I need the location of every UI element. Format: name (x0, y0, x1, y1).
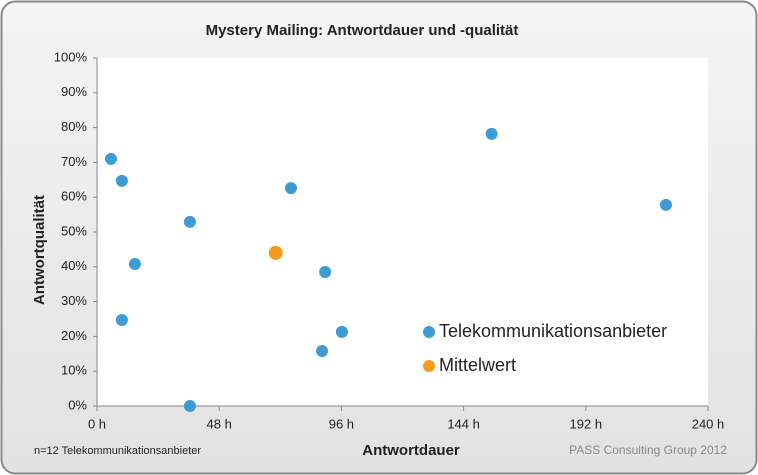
y-axis-title: Antwortqualität (31, 195, 48, 305)
data-point (183, 400, 196, 412)
data-point (115, 174, 128, 187)
data-point (335, 325, 348, 338)
legend-label: Telekommunikationsanbieter (439, 321, 667, 341)
y-tick-label: 100% (54, 49, 88, 64)
y-tick-label: 50% (61, 223, 87, 238)
footnote: n=12 Telekommunikationsanbieter (34, 445, 201, 457)
legend-marker (423, 360, 435, 372)
y-tick-label: 80% (61, 119, 87, 134)
data-point (485, 127, 498, 140)
x-tick-label: 96 h (329, 416, 354, 431)
y-tick-label: 10% (61, 363, 87, 378)
data-point (268, 245, 283, 260)
x-tick-label: 0 h (88, 416, 106, 431)
data-point (319, 266, 332, 279)
data-point (316, 345, 329, 358)
y-tick-label: 90% (61, 84, 87, 99)
x-tick-label: 144 h (447, 416, 480, 431)
plot-area (97, 58, 708, 406)
data-point (115, 314, 128, 327)
legend-label: Mittelwert (439, 355, 516, 375)
y-tick-label: 70% (61, 154, 87, 169)
y-tick-label: 40% (61, 258, 87, 273)
x-tick-label: 48 h (207, 416, 232, 431)
y-tick-label: 60% (61, 189, 87, 204)
x-axis-title: Antwortdauer (362, 442, 460, 459)
data-point (659, 198, 672, 211)
data-point (105, 152, 118, 165)
data-point (183, 215, 196, 228)
x-tick-label: 240 h (692, 416, 725, 431)
y-tick-label: 30% (61, 293, 87, 308)
chart-title: Mystery Mailing: Antwortdauer und -quali… (206, 22, 519, 39)
y-tick-label: 20% (61, 328, 87, 343)
data-point (284, 182, 297, 195)
legend-marker (423, 326, 435, 338)
y-tick-label: 0% (68, 397, 87, 412)
source-note: PASS Consulting Group 2012 (569, 443, 727, 457)
x-tick-label: 192 h (570, 416, 603, 431)
data-point (128, 258, 141, 271)
